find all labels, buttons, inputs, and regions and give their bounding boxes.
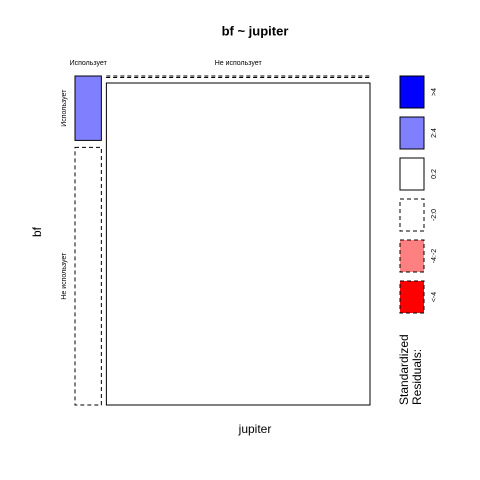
chart-title: bf ~ jupiter xyxy=(222,23,289,38)
legend-swatch xyxy=(399,198,425,232)
legend-swatch xyxy=(399,280,425,314)
legend-swatch xyxy=(399,157,425,191)
mosaic-cell xyxy=(105,75,371,78)
legend-label: -4:-2 xyxy=(431,249,438,264)
legend-swatch xyxy=(399,116,425,150)
legend-swatch xyxy=(399,239,425,273)
y-axis-label: bf xyxy=(30,226,44,237)
legend-label: <-4 xyxy=(431,292,438,302)
legend-title: Residuals: xyxy=(410,349,424,405)
x-category-label: Не использует xyxy=(215,60,263,67)
legend-title: Standardized xyxy=(397,334,411,405)
mosaic-cell xyxy=(74,75,102,141)
y-category-label: Использует xyxy=(61,89,68,127)
mosaic-cell xyxy=(74,146,102,406)
legend-swatch xyxy=(399,75,425,109)
legend-label: 0:2 xyxy=(431,169,438,179)
legend-label: 2:4 xyxy=(431,128,438,138)
mosaic-cell xyxy=(105,82,371,406)
y-category-label: Не использует xyxy=(61,252,68,300)
legend-label: -2:0 xyxy=(431,209,438,221)
x-axis-label: jupiter xyxy=(238,422,272,436)
legend-label: >4 xyxy=(431,88,438,96)
x-category-label: Использует xyxy=(70,60,108,67)
